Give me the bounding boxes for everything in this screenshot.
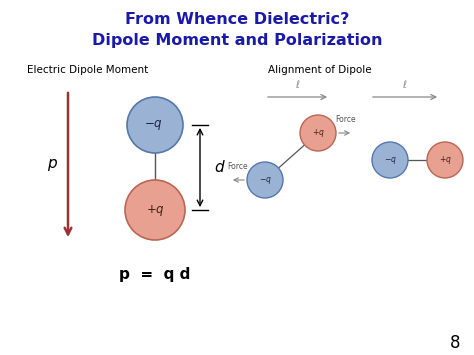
Circle shape <box>247 162 283 198</box>
Text: $+q$: $+q$ <box>146 202 164 218</box>
Circle shape <box>372 142 408 178</box>
Text: From Whence Dielectric?: From Whence Dielectric? <box>125 12 349 27</box>
Text: p  =  q d: p = q d <box>119 268 191 283</box>
Circle shape <box>127 97 183 153</box>
Circle shape <box>300 115 336 151</box>
Text: $-q$: $-q$ <box>383 154 396 165</box>
Circle shape <box>125 180 185 240</box>
Text: Electric Dipole Moment: Electric Dipole Moment <box>27 65 149 75</box>
Text: Force: Force <box>228 162 248 171</box>
Text: $\ell$: $\ell$ <box>402 78 408 90</box>
Text: $p$: $p$ <box>47 157 58 173</box>
Text: $\ell$: $\ell$ <box>295 78 301 90</box>
Text: Dipole Moment and Polarization: Dipole Moment and Polarization <box>92 33 382 48</box>
Text: Force: Force <box>336 115 356 124</box>
Text: $-q$: $-q$ <box>144 118 163 132</box>
Text: $-q$: $-q$ <box>258 175 272 186</box>
Text: $+q$: $+q$ <box>311 127 325 139</box>
Text: $d$: $d$ <box>214 159 226 175</box>
Text: Alignment of Dipole: Alignment of Dipole <box>268 65 372 75</box>
Text: 8: 8 <box>450 334 460 352</box>
Circle shape <box>427 142 463 178</box>
Text: $+q$: $+q$ <box>438 154 451 166</box>
